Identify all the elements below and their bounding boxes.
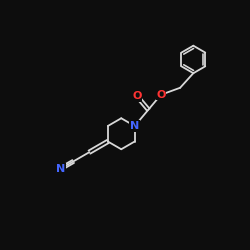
Text: N: N [130,121,139,131]
Text: O: O [132,91,142,101]
Text: N: N [56,164,65,174]
Text: O: O [156,90,166,100]
